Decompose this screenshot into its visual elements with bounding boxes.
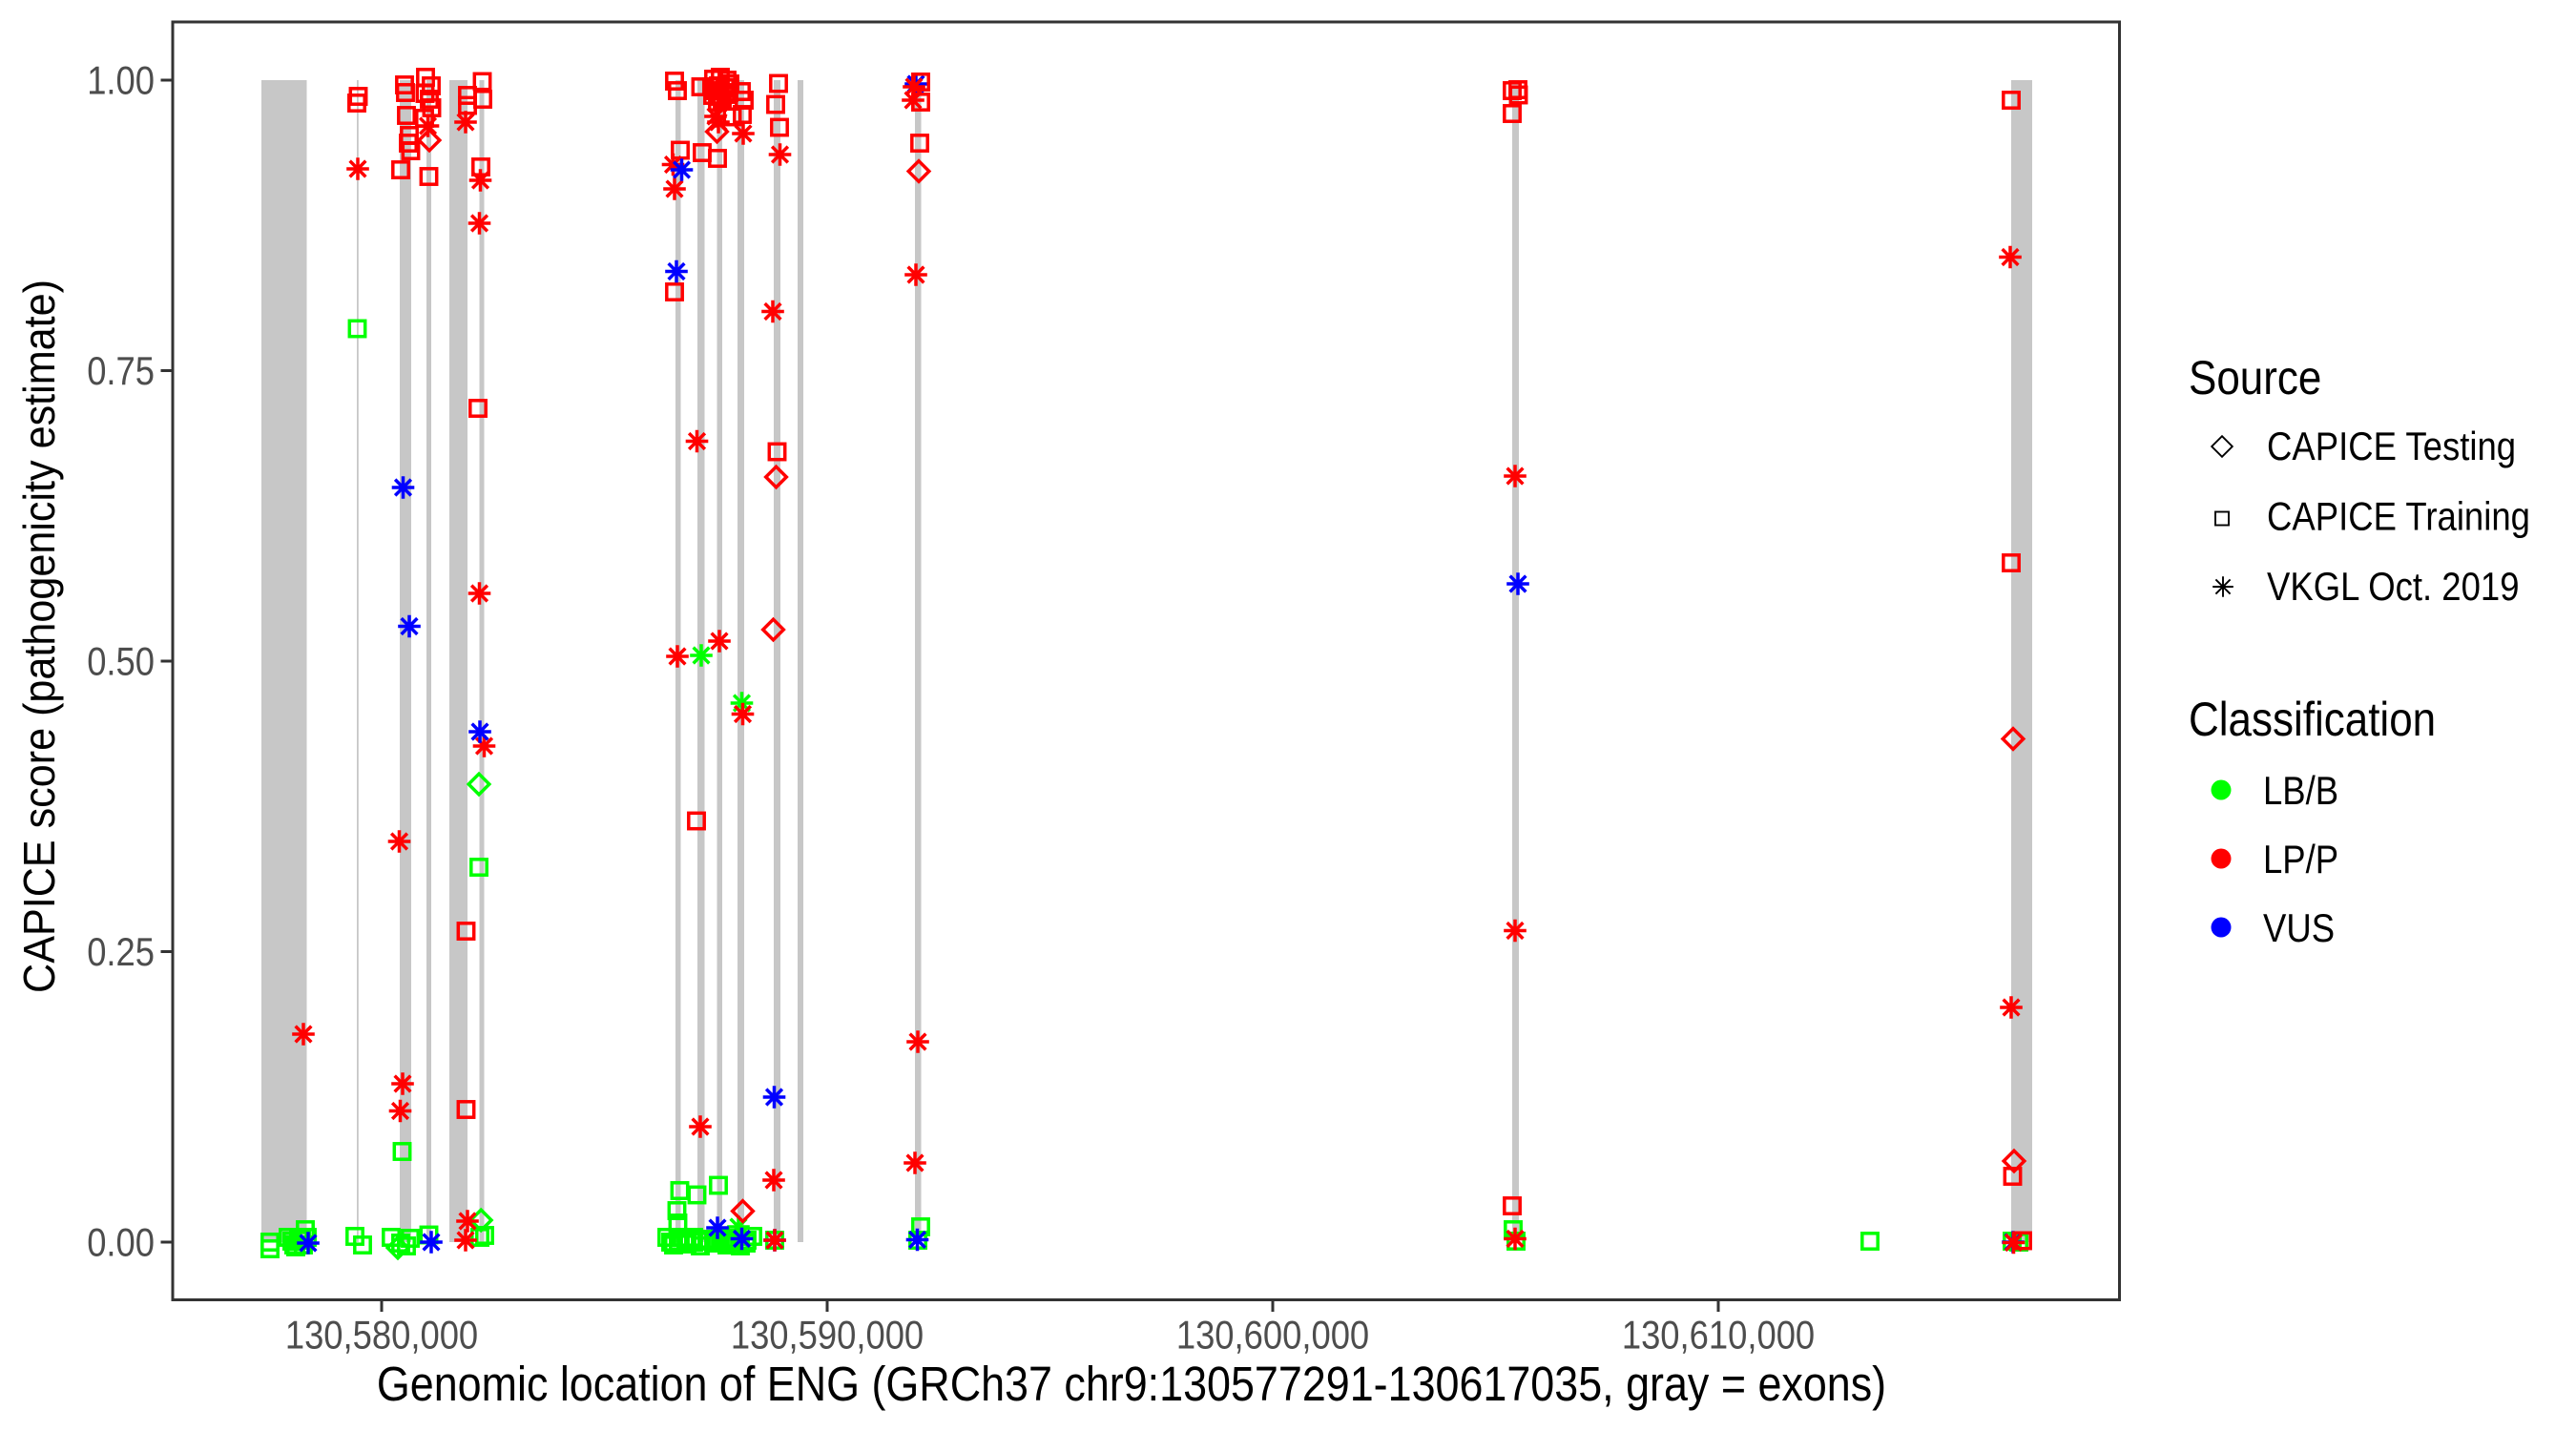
svg-text:130,580,000: 130,580,000 [285,1314,478,1358]
svg-text:130,610,000: 130,610,000 [1622,1314,1815,1358]
svg-text:130,600,000: 130,600,000 [1176,1314,1369,1358]
svg-text:CAPICE Testing: CAPICE Testing [2267,425,2516,469]
svg-text:VKGL Oct. 2019: VKGL Oct. 2019 [2267,566,2520,610]
svg-text:0.00: 0.00 [87,1221,155,1265]
svg-text:1.00: 1.00 [87,59,155,103]
svg-text:CAPICE score (pathogenicity es: CAPICE score (pathogenicity estimate) [16,280,65,993]
svg-text:Classification: Classification [2189,692,2436,745]
svg-text:Source: Source [2189,350,2321,404]
svg-text:LP/P: LP/P [2263,839,2338,882]
svg-text:LB/B: LB/B [2263,770,2338,814]
svg-text:0.50: 0.50 [87,640,155,684]
svg-text:0.75: 0.75 [87,350,155,394]
svg-text:VUS: VUS [2263,907,2335,951]
svg-text:Genomic location of ENG (GRCh3: Genomic location of ENG (GRCh37 chr9:130… [377,1358,1886,1411]
svg-text:130,590,000: 130,590,000 [731,1314,924,1358]
svg-text:CAPICE Training: CAPICE Training [2267,495,2530,539]
svg-text:0.25: 0.25 [87,931,155,975]
